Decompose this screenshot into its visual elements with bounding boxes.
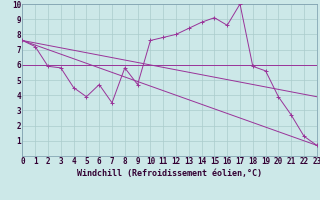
X-axis label: Windchill (Refroidissement éolien,°C): Windchill (Refroidissement éolien,°C) <box>77 169 262 178</box>
